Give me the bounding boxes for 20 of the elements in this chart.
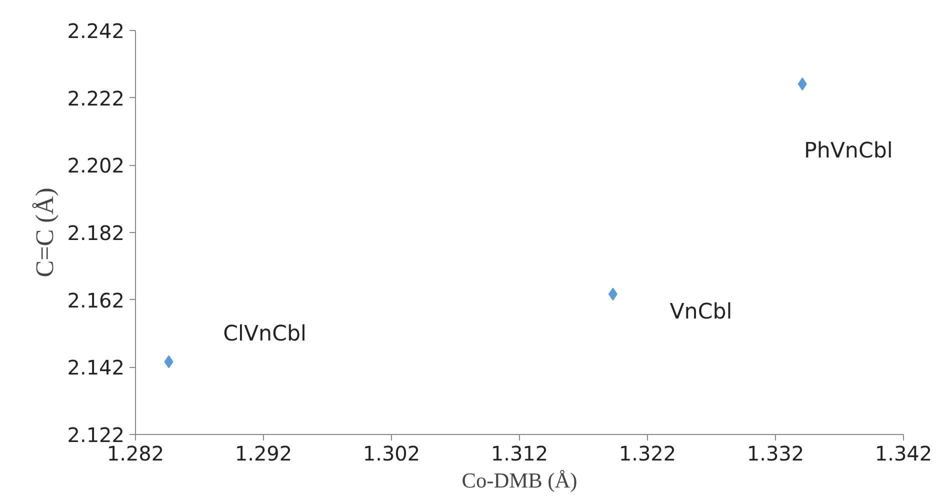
point (608, 288, 618, 301)
x-tick-label: 1.292 (234, 442, 292, 466)
annotation: PhVnCbl (804, 138, 893, 164)
y-tick-label: 2.182 (67, 221, 125, 245)
x-tick-label: 1.312 (490, 442, 548, 466)
y-tick-label: 2.162 (67, 288, 125, 312)
x-tick-label: 1.322 (618, 442, 676, 466)
y-tick-label: 2.202 (67, 154, 125, 178)
point (798, 78, 807, 91)
x-axis-title: Co-DMB (Å) (462, 468, 578, 492)
y-tick-label: 2.222 (67, 86, 125, 110)
y-tick-label: 2.242 (67, 19, 125, 43)
point (164, 355, 174, 368)
y-tick-label: 2.142 (67, 356, 125, 380)
y-axis-title: C=C (Å) (31, 188, 60, 278)
annotation: ClVnCbl (223, 321, 306, 346)
x-tick-label: 1.332 (746, 442, 804, 466)
annotation: VnCbl (670, 300, 732, 325)
x-tick-label: 1.342 (874, 442, 932, 466)
x-tick-label: 1.302 (362, 442, 420, 466)
